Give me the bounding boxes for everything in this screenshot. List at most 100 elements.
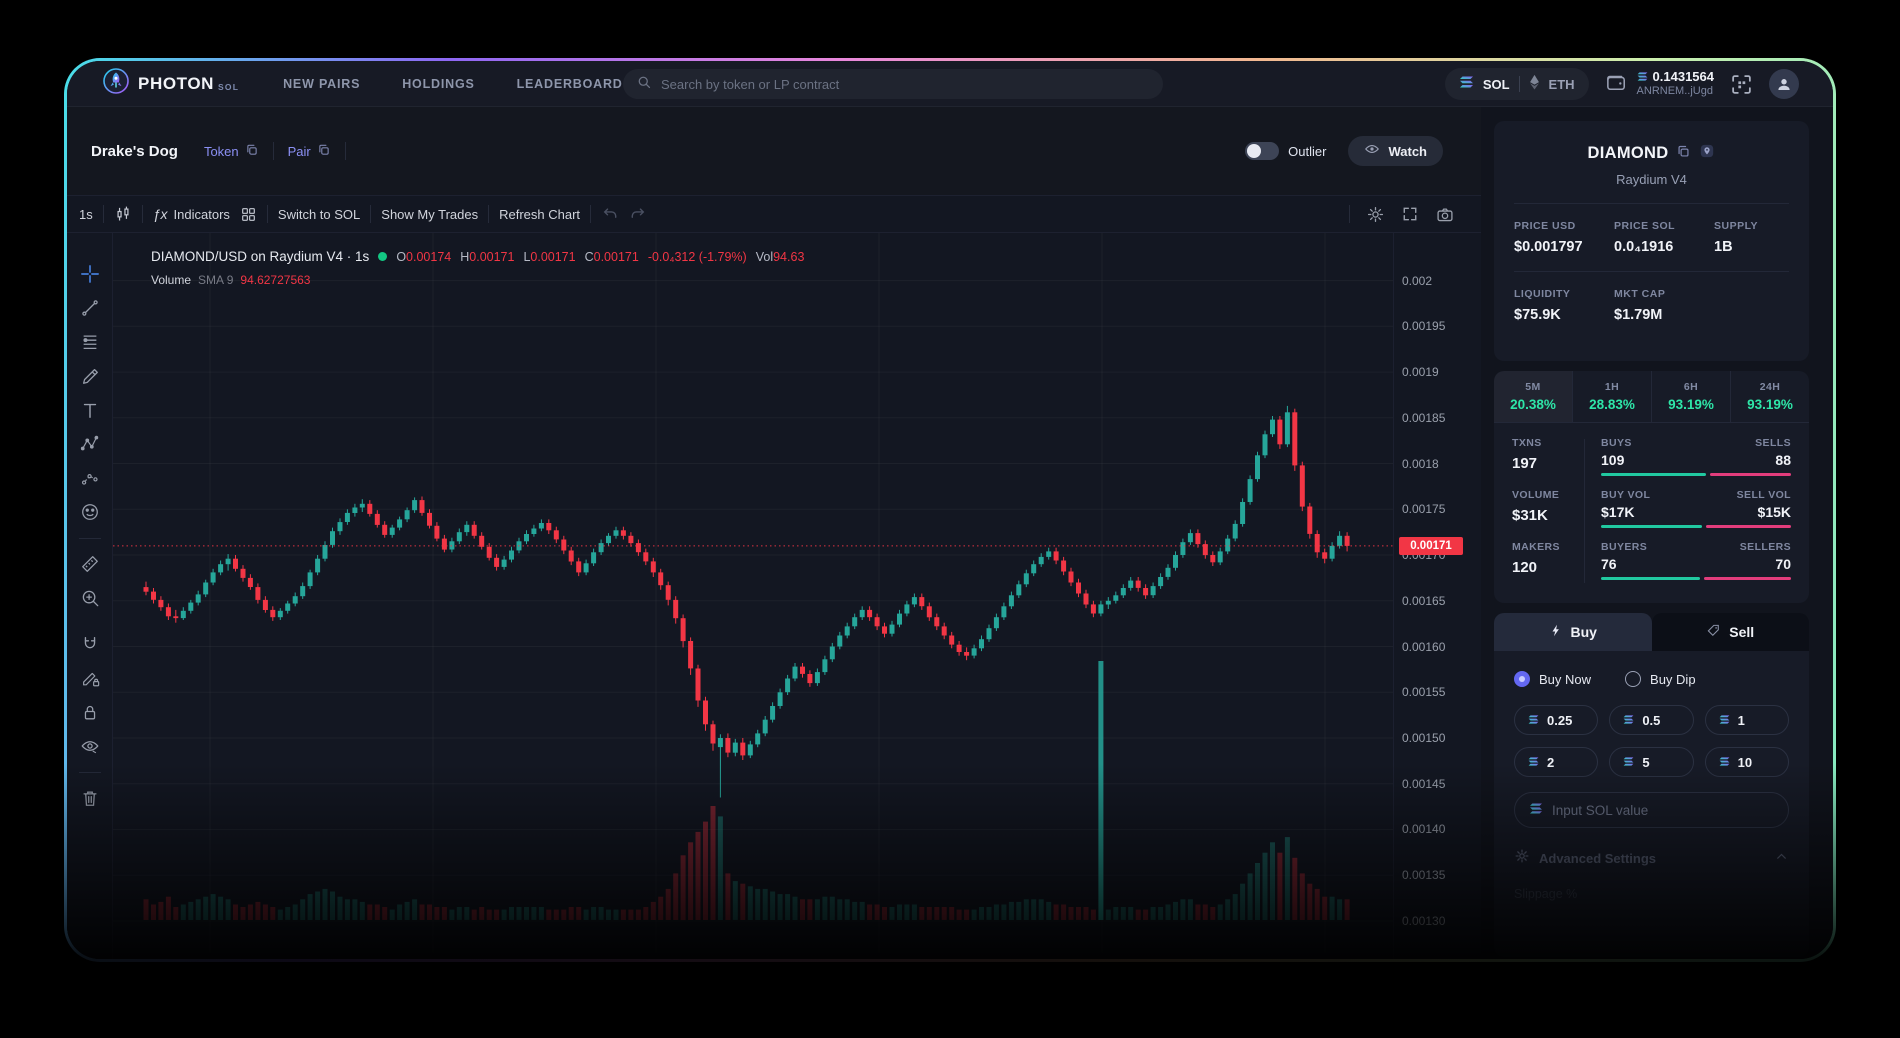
amount-1[interactable]: 1 [1704, 705, 1789, 735]
pin-badge-icon[interactable] [1699, 143, 1715, 164]
copy-pair-button[interactable]: Pair [288, 143, 331, 160]
amount-0.5[interactable]: 0.5 [1609, 705, 1694, 735]
search-input[interactable]: Search by token or LP contract [623, 69, 1163, 99]
price-axis[interactable]: 0.002 0.00195 0.0019 0.00185 0.0018 0.00175 0.… [1393, 233, 1487, 959]
timeframe-24h[interactable]: 24H 93.19% [1747, 381, 1793, 412]
zoom-in-icon[interactable] [75, 583, 105, 613]
refresh-chart-button[interactable]: Refresh Chart [499, 206, 581, 222]
chart-symbol: DIAMOND/USD on Raydium V4 · 1s [151, 249, 370, 264]
lock-icon[interactable] [75, 697, 105, 727]
indicators-button[interactable]: ƒx Indicators [152, 206, 230, 222]
ohlc-item: Vol94.63 [755, 249, 805, 264]
flow-buy-vol: BUY VOL SELL VOL $17K $15K [1601, 489, 1791, 541]
price-tick: 0.00145 [1402, 777, 1446, 791]
trash-icon[interactable] [75, 783, 105, 813]
app-window: PHOTON SOL NEW PAIRS HOLDINGS LEADERBOARD … [64, 58, 1836, 962]
copy-token-button[interactable]: Token [204, 143, 259, 160]
interval-button[interactable]: 1s [79, 206, 93, 222]
outlier-toggle[interactable] [1245, 142, 1280, 160]
amount-0.25[interactable]: 0.25 [1514, 705, 1599, 735]
ruler-icon[interactable] [75, 549, 105, 579]
chain-selector[interactable]: SOL ETH [1444, 68, 1589, 100]
chart-canvas[interactable]: DIAMOND/USD on Raydium V4 · 1s O0.00174 H… [113, 233, 1393, 953]
ethereum-icon [1529, 74, 1540, 95]
candle-style-button[interactable] [114, 205, 132, 223]
watch-label: Watch [1388, 143, 1427, 159]
timeframe-5m[interactable]: 5M 20.38% [1494, 371, 1573, 422]
solana-icon [1529, 801, 1543, 819]
chain-divider [1518, 76, 1520, 92]
eye-icon [1364, 141, 1380, 162]
solana-icon [1637, 69, 1648, 85]
qr-scan-icon[interactable] [1730, 73, 1753, 96]
settings-gear-icon[interactable] [1366, 205, 1385, 224]
token-platform: Raydium V4 [1616, 172, 1687, 187]
switch-to-sol-button[interactable]: Switch to SOL [277, 206, 361, 222]
xabcd-pattern-icon[interactable] [75, 429, 105, 459]
timeframe-6h[interactable]: 6H 93.19% [1652, 371, 1731, 422]
candlestick-chart[interactable] [113, 233, 1393, 953]
stat-txns: TXNS 197 [1512, 437, 1542, 472]
magnet-icon[interactable] [75, 629, 105, 659]
layout-grid-button[interactable] [240, 206, 257, 223]
rocket-logo-icon [103, 68, 129, 99]
buy-dip-radio[interactable]: Buy Dip [1625, 671, 1696, 687]
nav-link-holdings[interactable]: HOLDINGS [402, 76, 475, 91]
ohlc-item: L0.00171 [523, 249, 576, 264]
emoji-icon[interactable] [75, 497, 105, 527]
amount-5[interactable]: 5 [1609, 747, 1694, 777]
amount-2[interactable]: 2 [1514, 747, 1599, 777]
undo-icon[interactable] [601, 205, 619, 223]
avatar[interactable] [1769, 69, 1799, 99]
watch-button[interactable]: Watch [1348, 136, 1443, 166]
gear-icon [1514, 848, 1530, 869]
amount-10[interactable]: 10 [1704, 747, 1789, 777]
trend-line-icon[interactable] [75, 293, 105, 323]
buy-now-radio[interactable]: Buy Now [1514, 671, 1591, 687]
price-tick: 0.00155 [1402, 685, 1446, 699]
camera-icon[interactable] [1435, 205, 1455, 224]
supply-value: 1B [1714, 239, 1733, 255]
volume-legend: Volume SMA 9 94.62727563 [151, 273, 311, 287]
ohlc-item: O0.00174 [396, 249, 452, 264]
advanced-settings-toggle[interactable]: Advanced Settings [1514, 848, 1789, 869]
wallet-address: ANRNEM..jUgd [1636, 85, 1713, 98]
timeframe-1h[interactable]: 1H 28.83% [1573, 371, 1652, 422]
text-icon[interactable] [75, 395, 105, 425]
copy-icon [317, 143, 331, 160]
outlier-label: Outlier [1288, 143, 1327, 159]
redo-icon[interactable] [629, 205, 647, 223]
nav-link-new-pairs[interactable]: NEW PAIRS [283, 76, 361, 91]
token-name: DIAMOND [1587, 144, 1669, 162]
fib-retracement-icon[interactable] [75, 327, 105, 357]
price-usd-label: PRICE USD [1514, 220, 1576, 232]
forecast-icon[interactable] [75, 463, 105, 493]
wallet-widget[interactable]: 0.1431564 ANRNEM..jUgd [1605, 69, 1714, 99]
brush-icon[interactable] [75, 361, 105, 391]
drawing-toolbar [67, 233, 113, 959]
brand-logo[interactable]: PHOTON SOL [103, 68, 239, 99]
copy-icon[interactable] [1676, 144, 1691, 164]
mktcap-label: MKT CAP [1614, 288, 1666, 300]
solana-icon [1623, 753, 1634, 771]
brand-suffix: SOL [218, 81, 240, 92]
fullscreen-icon[interactable] [1401, 205, 1419, 223]
totals-column: TXNS 197 VOLUME $31K MAKERS 120 [1512, 437, 1576, 593]
sol-amount-input[interactable]: Input SOL value [1514, 792, 1789, 828]
price-tick: 0.00165 [1402, 594, 1446, 608]
hide-drawings-icon[interactable] [75, 731, 105, 761]
show-my-trades-button[interactable]: Show My Trades [381, 206, 479, 222]
app-window-inner: PHOTON SOL NEW PAIRS HOLDINGS LEADERBOARD … [67, 61, 1833, 959]
chain-eth-label[interactable]: ETH [1548, 76, 1575, 92]
price-tick: 0.00140 [1402, 822, 1446, 836]
slippage-label: Slippage % [1514, 887, 1578, 901]
price-usd-value: $0.001797 [1514, 239, 1583, 255]
tab-sell[interactable]: Sell [1651, 613, 1809, 651]
pencil-lock-icon[interactable] [75, 663, 105, 693]
nav-link-leaderboard[interactable]: LEADERBOARD [516, 76, 623, 91]
solana-icon [1623, 711, 1634, 729]
chevron-up-icon [1774, 849, 1789, 869]
crosshair-icon[interactable] [75, 259, 105, 289]
wallet-icon [1605, 72, 1628, 97]
tab-buy[interactable]: Buy [1494, 613, 1652, 651]
